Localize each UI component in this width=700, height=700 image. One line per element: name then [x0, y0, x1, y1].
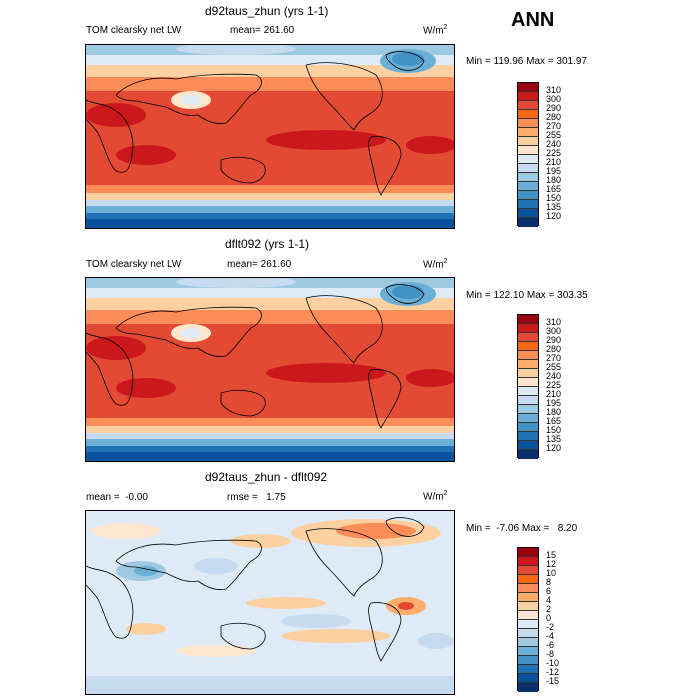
panel-2-tick: 195: [546, 398, 562, 408]
panel-3-colorbar: [517, 547, 539, 692]
panel-2-tick: 300: [546, 326, 562, 336]
panel-1-tick: 150: [546, 193, 562, 203]
panel-3-tick: -8: [546, 649, 555, 659]
panel-3-tick: 8: [546, 577, 552, 587]
panel-1-units: W/m2: [423, 24, 448, 37]
panel-2-tick: 290: [546, 335, 562, 345]
panel-3-tick: 12: [546, 559, 557, 569]
panel-2-tick: 225: [546, 380, 562, 390]
panel-3-tick: -2: [546, 622, 555, 632]
panel-2-title: dflt092 (yrs 1-1): [225, 237, 310, 251]
panel-2-mean: mean= 261.60: [227, 259, 292, 270]
panel-3-tick: -12: [546, 667, 560, 677]
panel-1-tick: 310: [546, 85, 562, 95]
panel-3-map: [85, 510, 455, 695]
panel-2-colorbar: [517, 314, 539, 459]
panel-1-tick: 135: [546, 202, 562, 212]
panel-2-tick: 310: [546, 317, 562, 327]
panel-1-map-field: [86, 45, 454, 228]
panel-3-tick: -4: [546, 631, 555, 641]
panel-2-map-field: [86, 278, 454, 461]
panel-1-tick: 180: [546, 175, 562, 185]
panel-3-tick: 6: [546, 586, 552, 596]
panel-2-tick: 280: [546, 344, 562, 354]
panel-1-colorbar: [517, 82, 539, 227]
panel-2-tick: 150: [546, 425, 562, 435]
panel-3-tick: 4: [546, 595, 552, 605]
panel-3-rmse: rmse = 1.75: [227, 492, 286, 503]
panel-2-minmax: Min = 122.10 Max = 303.35: [466, 290, 588, 301]
panel-2-tick: 120: [546, 443, 562, 453]
panel-2-tick: 210: [546, 389, 562, 399]
panel-1-tick: 280: [546, 112, 562, 122]
panel-1-tick: 240: [546, 139, 562, 149]
panel-3-units: W/m2: [423, 490, 448, 503]
panel-2-tick: 135: [546, 434, 562, 444]
panel-3-title: d92taus_zhun - dflt092: [205, 470, 328, 484]
panel-1-tick: 165: [546, 184, 562, 194]
panel-2-units: W/m2: [423, 258, 448, 271]
panel-3-tick: 2: [546, 604, 552, 614]
panel-1-title: d92taus_zhun (yrs 1-1): [205, 4, 329, 18]
panel-3-tick: -6: [546, 640, 555, 650]
panel-1-mean: mean= 261.60: [230, 25, 295, 36]
panel-3-tick: 15: [546, 550, 557, 560]
panel-1-tick: 195: [546, 166, 562, 176]
panel-1-map: [85, 44, 455, 229]
panel-3-minmax: Min = -7.06 Max = 8.20: [466, 523, 578, 534]
panel-1-tick: 120: [546, 211, 562, 221]
panel-2-tick: 180: [546, 407, 562, 417]
panel-2-tick: 270: [546, 353, 562, 363]
panel-1-tick: 300: [546, 94, 562, 104]
panel-1-tick: 210: [546, 157, 562, 167]
panel-3-map-field: [86, 511, 454, 694]
panel-2-tick: 165: [546, 416, 562, 426]
panel-1-minmax: Min = 119.96 Max = 301.97: [466, 56, 588, 67]
panel-2-tick: 255: [546, 362, 562, 372]
season-label: ANN: [511, 9, 555, 31]
panel-1-tick: 225: [546, 148, 562, 158]
panel-3-tick: 10: [546, 568, 557, 578]
panel-1-tick: 290: [546, 103, 562, 113]
panel-2-field-label: TOM clearsky net LW: [86, 259, 182, 270]
panel-3-mean: mean = -0.00: [86, 492, 148, 503]
panel-3-tick: -10: [546, 658, 560, 668]
panel-1-tick: 270: [546, 121, 562, 131]
panel-2-map: [85, 277, 455, 462]
panel-3-tick: -15: [546, 676, 560, 686]
panel-3-tick: 0: [546, 613, 552, 623]
panel-1-field-label: TOM clearsky net LW: [86, 25, 182, 36]
panel-2-tick: 240: [546, 371, 562, 381]
panel-1-tick: 255: [546, 130, 562, 140]
